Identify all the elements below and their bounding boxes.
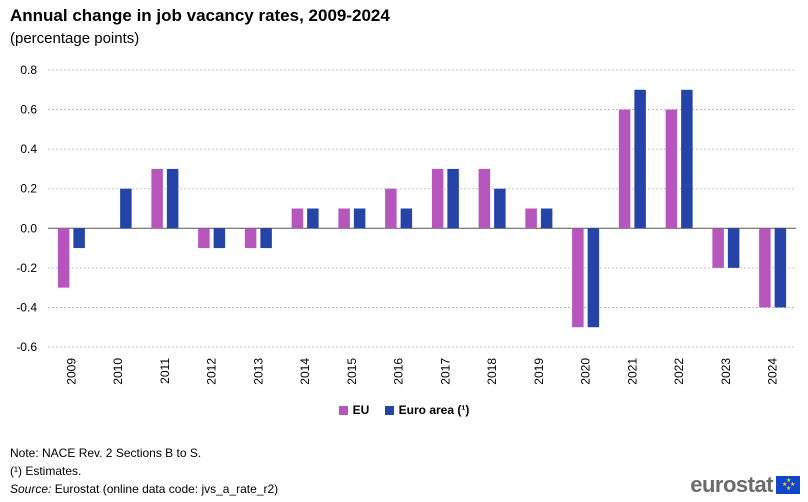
bar-eu: [525, 208, 537, 229]
x-tick-label: 2024: [766, 358, 780, 385]
bar-euro-area: [634, 89, 646, 229]
y-tick-label: 0.6: [20, 103, 37, 117]
y-tick-label: 0.4: [20, 142, 37, 156]
chart-notes: Note: NACE Rev. 2 Sections B to S. (¹) E…: [10, 444, 278, 498]
note-text: Note: NACE Rev. 2 Sections B to S.: [10, 446, 202, 460]
x-tick-label: 2014: [298, 358, 312, 385]
chart-legend: EU Euro area (¹): [0, 403, 808, 418]
x-tick-label: 2020: [579, 358, 593, 385]
bar-euro-area: [353, 208, 366, 229]
legend-item-euro-area[interactable]: Euro area (¹): [384, 403, 470, 417]
x-tick-label: 2019: [532, 358, 546, 385]
y-tick-label: -0.2: [16, 261, 37, 275]
y-tick-label: 0.0: [20, 221, 37, 235]
bar-euro-area: [400, 208, 413, 229]
bar-euro-area: [540, 208, 553, 229]
eurostat-logo: eurostat ★ ★ ★ ★: [690, 472, 800, 498]
bar-euro-area: [120, 188, 132, 229]
y-tick-label: -0.6: [16, 340, 37, 354]
source-label: Source:: [10, 482, 52, 496]
legend-item-eu[interactable]: EU: [338, 403, 370, 417]
bar-eu: [151, 168, 163, 229]
bar-euro-area: [73, 228, 85, 249]
bar-eu: [57, 228, 70, 288]
bar-eu: [431, 168, 444, 229]
source-line: Source: Eurostat (online data code: jvs_…: [10, 480, 278, 498]
x-tick-label: 2022: [672, 358, 686, 385]
bar-eu: [198, 228, 210, 249]
footnote-text: (¹) Estimates.: [10, 464, 82, 478]
bar-euro-area: [447, 168, 459, 229]
bar-eu: [665, 109, 678, 229]
y-tick-label: 0.2: [20, 182, 37, 196]
y-tick-label: -0.4: [16, 300, 37, 314]
x-tick-label: 2013: [251, 358, 265, 385]
x-tick-label: 2021: [625, 358, 639, 385]
bar-euro-area: [494, 188, 506, 229]
x-tick-label: 2018: [485, 358, 499, 385]
legend-label-eu: EU: [352, 403, 370, 417]
x-tick-label: 2009: [64, 358, 78, 385]
source-text: Eurostat (online data code: jvs_a_rate_r…: [51, 482, 279, 496]
bar-euro-area: [166, 168, 179, 229]
x-tick-label: 2016: [392, 358, 406, 385]
y-tick-label: 0.8: [20, 63, 37, 77]
bar-eu: [338, 208, 350, 229]
x-tick-label: 2015: [345, 358, 359, 385]
x-tick-label: 2010: [111, 358, 125, 385]
legend-swatch-eu: [338, 405, 348, 415]
bar-eu: [759, 228, 771, 308]
logo-text: eurostat: [690, 472, 773, 497]
bar-eu: [618, 109, 631, 229]
x-tick-label: 2017: [438, 358, 452, 385]
bar-euro-area: [727, 228, 740, 268]
bar-eu: [385, 188, 397, 229]
legend-swatch-euro-area: [384, 405, 394, 415]
bar-euro-area: [774, 228, 787, 308]
legend-label-euro-area: Euro area (¹): [398, 403, 470, 417]
x-tick-label: 2011: [158, 358, 172, 384]
bar-euro-area: [587, 228, 600, 328]
bar-chart: 0.8 0.6 0.4 0.2 0.0 -0.2 -0.4 -0.6 2009 2010 2011 2…: [16, 63, 796, 385]
bar-eu: [244, 228, 257, 249]
bar-euro-area: [260, 228, 272, 249]
x-tick-label: 2012: [205, 358, 219, 385]
chart-title: Annual change in job vacancy rates, 2009…: [10, 6, 390, 25]
bar-eu: [712, 228, 724, 268]
bar-eu: [291, 208, 304, 229]
chart-subtitle: (percentage points): [10, 30, 140, 47]
bar-euro-area: [307, 208, 319, 229]
eu-flag-icon: ★ ★ ★ ★: [776, 476, 800, 494]
bar-eu: [478, 168, 491, 229]
bar-euro-area: [681, 89, 693, 229]
bar-eu: [572, 228, 584, 328]
x-tick-label: 2023: [719, 358, 733, 385]
bar-euro-area: [213, 228, 226, 249]
